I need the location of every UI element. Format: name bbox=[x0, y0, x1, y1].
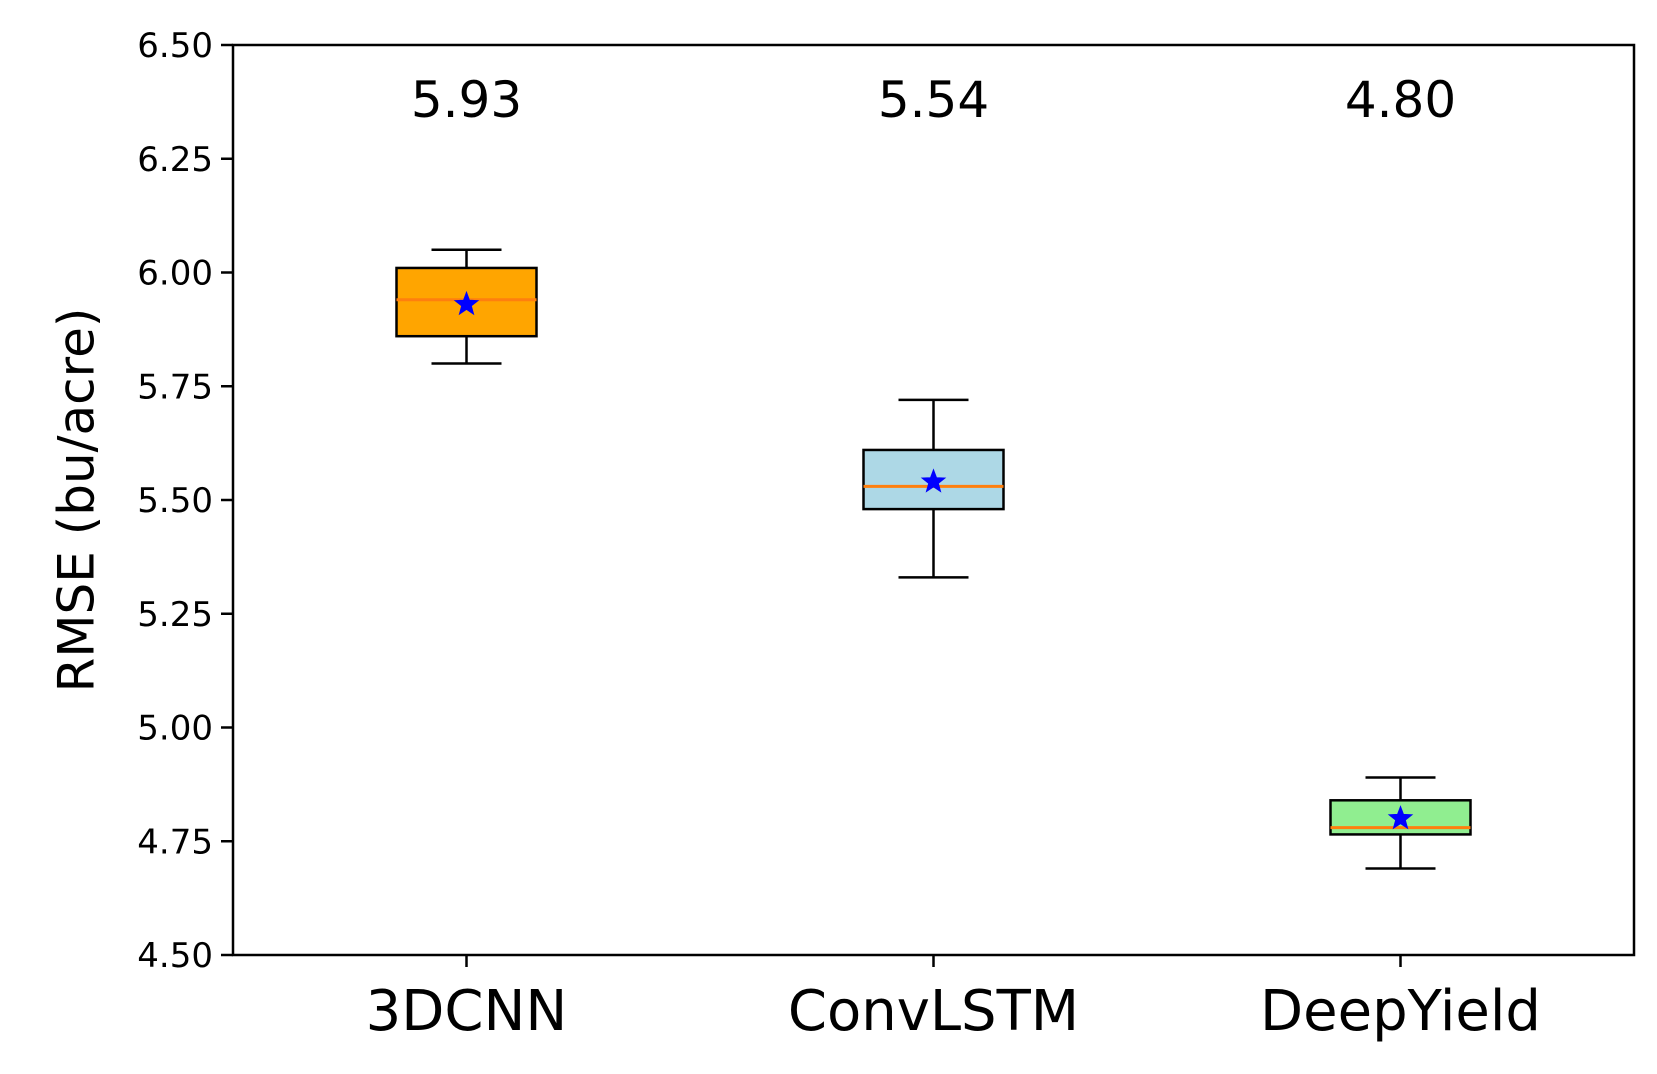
x-axis: 3DCNN ConvLSTM DeepYield bbox=[366, 955, 1541, 1044]
y-axis: 4.50 4.75 5.00 5.25 5.50 5.75 6.00 6.25 6.50 bbox=[137, 26, 233, 976]
mean-value-label: 5.54 bbox=[878, 71, 989, 129]
mean-star-marker bbox=[453, 290, 480, 316]
y-tick-label: 4.50 bbox=[137, 936, 213, 976]
box-deepyield: 4.80 bbox=[1329, 71, 1472, 870]
y-tick-label: 5.00 bbox=[137, 709, 213, 749]
y-tick-label: 4.75 bbox=[137, 822, 213, 862]
box-3dcnn: 5.93 bbox=[395, 71, 538, 365]
y-tick-label: 6.25 bbox=[137, 140, 213, 180]
mean-value-label: 4.80 bbox=[1345, 71, 1456, 129]
plot-area: 5.93 5.54 4.80 bbox=[395, 71, 1472, 870]
y-axis-title: RMSE (bu/acre) bbox=[48, 308, 106, 693]
x-tick-label: DeepYield bbox=[1260, 979, 1541, 1044]
y-tick-label: 6.00 bbox=[137, 254, 213, 294]
mean-value-label: 5.93 bbox=[411, 71, 522, 129]
mean-star-marker bbox=[1387, 805, 1414, 830]
y-tick-label: 6.50 bbox=[137, 26, 213, 66]
mean-star-marker bbox=[920, 468, 947, 493]
y-tick-label: 5.75 bbox=[137, 367, 213, 407]
x-tick-label: ConvLSTM bbox=[788, 979, 1079, 1044]
x-tick-label: 3DCNN bbox=[366, 979, 568, 1044]
box-convlstm: 5.54 bbox=[862, 71, 1005, 579]
y-tick-label: 5.25 bbox=[137, 595, 213, 635]
y-tick-label: 5.50 bbox=[137, 481, 213, 521]
